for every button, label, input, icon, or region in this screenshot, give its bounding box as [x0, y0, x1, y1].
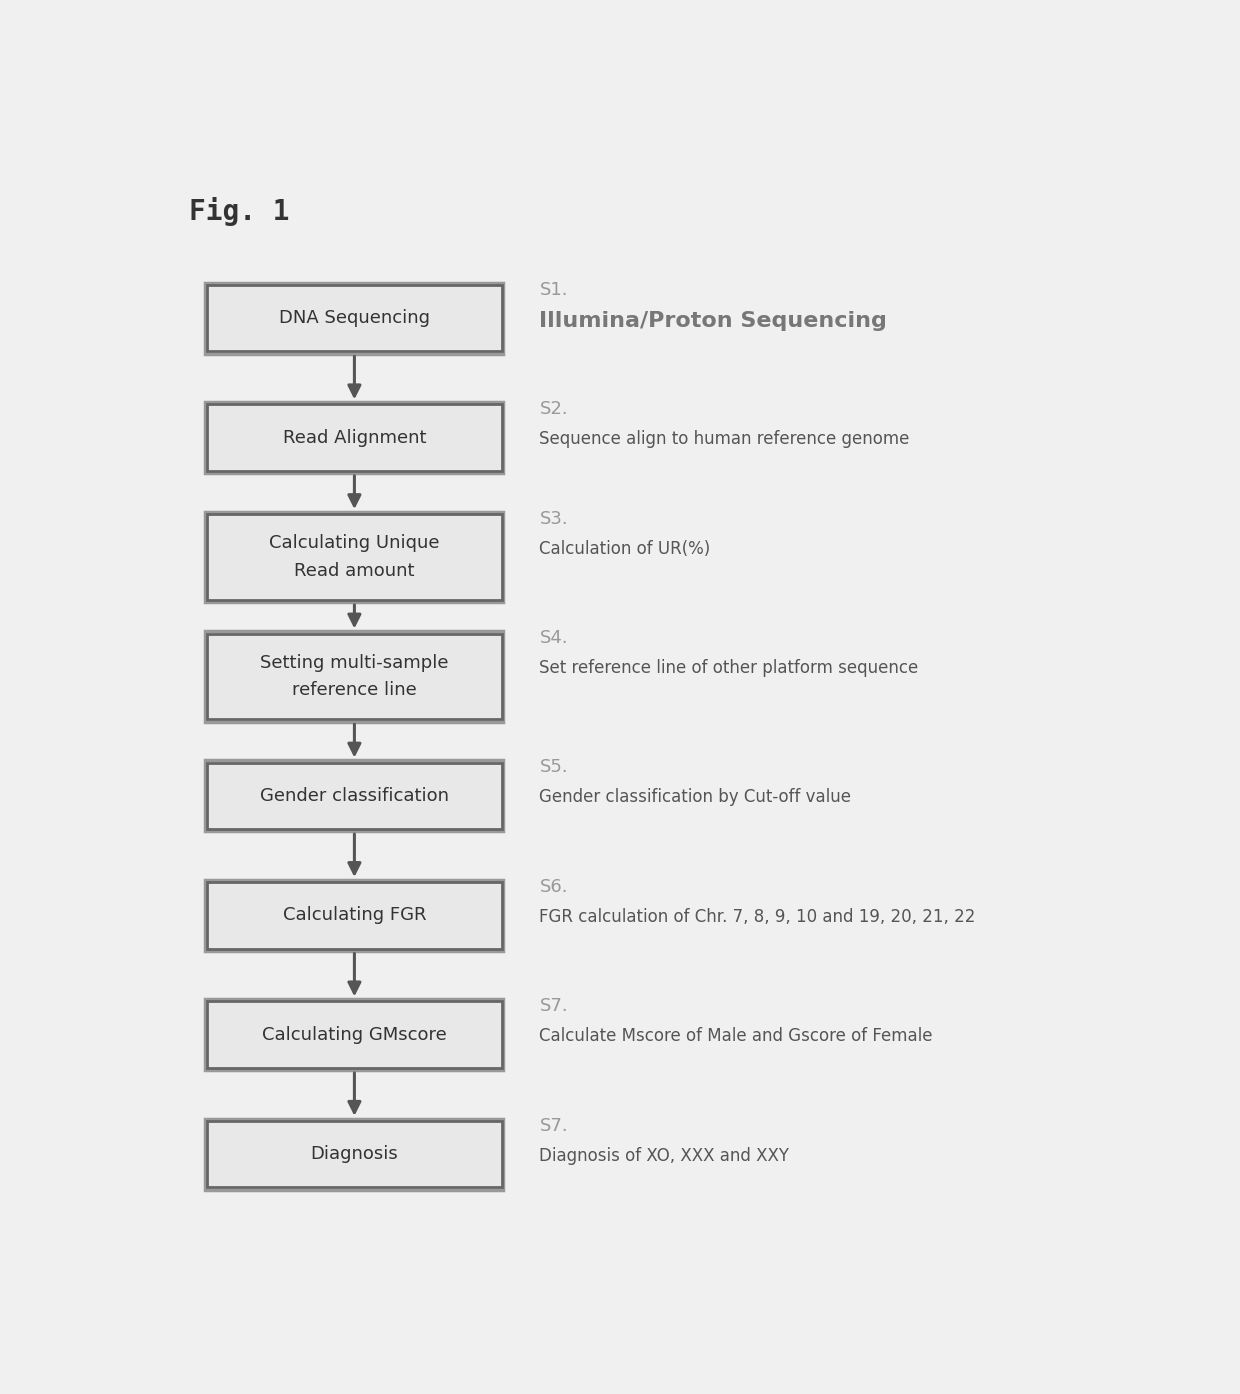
- FancyBboxPatch shape: [207, 284, 502, 351]
- Text: Calculating GMscore: Calculating GMscore: [262, 1026, 446, 1044]
- FancyBboxPatch shape: [207, 633, 502, 719]
- Text: Calculating Unique: Calculating Unique: [269, 534, 440, 552]
- Text: S5.: S5.: [539, 758, 568, 776]
- FancyBboxPatch shape: [207, 1001, 502, 1068]
- Text: S2.: S2.: [539, 400, 568, 418]
- Text: Calculating FGR: Calculating FGR: [283, 906, 427, 924]
- Text: Set reference line of other platform sequence: Set reference line of other platform seq…: [539, 659, 919, 677]
- Text: S4.: S4.: [539, 629, 568, 647]
- Text: Read amount: Read amount: [294, 562, 414, 580]
- Text: Read Alignment: Read Alignment: [283, 428, 427, 446]
- Text: Setting multi-sample: Setting multi-sample: [260, 654, 449, 672]
- Text: Diagnosis of XO, XXX and XXY: Diagnosis of XO, XXX and XXY: [539, 1147, 790, 1164]
- Text: Fig. 1: Fig. 1: [188, 198, 289, 226]
- FancyBboxPatch shape: [207, 882, 502, 948]
- Text: S1.: S1.: [539, 280, 568, 298]
- Text: S7.: S7.: [539, 1117, 568, 1135]
- Text: Gender classification by Cut-off value: Gender classification by Cut-off value: [539, 789, 852, 806]
- Text: Calculation of UR(%): Calculation of UR(%): [539, 539, 711, 558]
- FancyBboxPatch shape: [207, 404, 502, 471]
- FancyBboxPatch shape: [207, 514, 502, 599]
- Text: Gender classification: Gender classification: [260, 786, 449, 804]
- Text: reference line: reference line: [293, 682, 417, 700]
- Text: S6.: S6.: [539, 878, 568, 896]
- Text: Sequence align to human reference genome: Sequence align to human reference genome: [539, 431, 910, 447]
- Text: Diagnosis: Diagnosis: [310, 1144, 398, 1163]
- Text: FGR calculation of Chr. 7, 8, 9, 10 and 19, 20, 21, 22: FGR calculation of Chr. 7, 8, 9, 10 and …: [539, 907, 976, 926]
- FancyBboxPatch shape: [207, 1121, 502, 1188]
- Text: DNA Sequencing: DNA Sequencing: [279, 309, 430, 328]
- Text: Illumina/Proton Sequencing: Illumina/Proton Sequencing: [539, 311, 888, 330]
- Text: S3.: S3.: [539, 510, 568, 528]
- Text: S7.: S7.: [539, 997, 568, 1015]
- FancyBboxPatch shape: [207, 763, 502, 829]
- Text: Calculate Mscore of Male and Gscore of Female: Calculate Mscore of Male and Gscore of F…: [539, 1027, 932, 1046]
